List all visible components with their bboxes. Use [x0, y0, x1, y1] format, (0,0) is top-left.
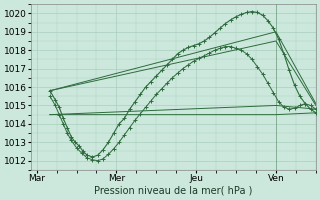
X-axis label: Pression niveau de la mer( hPa ): Pression niveau de la mer( hPa ) [94, 186, 253, 196]
